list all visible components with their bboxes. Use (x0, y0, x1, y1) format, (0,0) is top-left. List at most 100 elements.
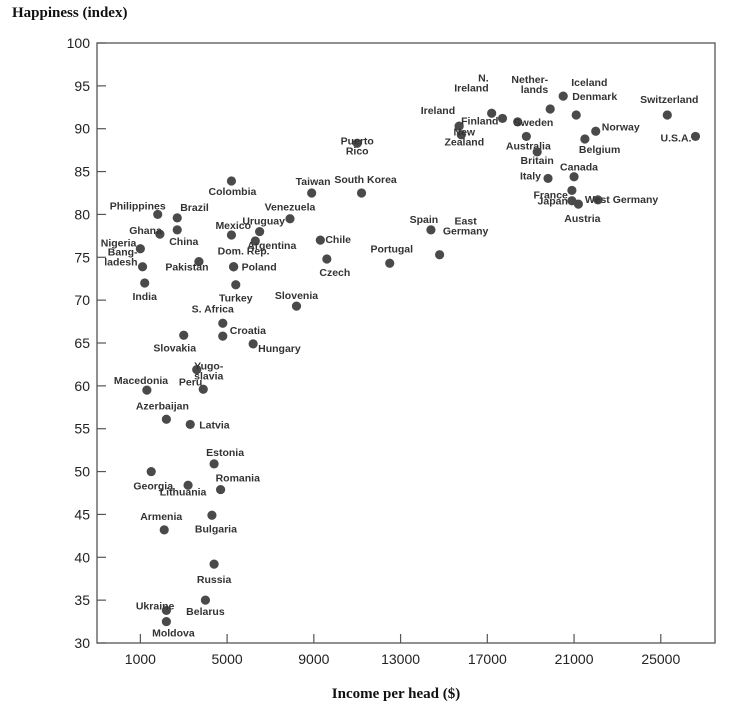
data-point (226, 176, 237, 186)
data-point (161, 605, 171, 616)
point-label: Macedonia (114, 375, 168, 387)
point-label: Uruguay (242, 216, 285, 228)
data-point (543, 173, 553, 184)
x-tick-label: 25000 (641, 651, 680, 667)
data-point (435, 250, 445, 260)
data-point (573, 199, 583, 209)
data-point (179, 330, 189, 340)
data-point (194, 256, 204, 267)
y-tick-label: 65 (74, 335, 90, 351)
data-point (192, 364, 202, 375)
data-point (209, 459, 219, 469)
data-point (322, 254, 332, 264)
data-point (456, 130, 466, 140)
data-points: Iceland N. Ireland Nether-lands Denmark Switz… (101, 72, 701, 640)
point-label: Lithuania (160, 486, 207, 498)
point-label: Romania (216, 473, 261, 485)
data-point (161, 414, 171, 424)
point-label: Puerto Rico (341, 135, 374, 157)
point-label: Taiwan (296, 176, 331, 188)
point-label: Georgia (133, 481, 173, 493)
data-point (155, 229, 165, 239)
point-label: Ghana (129, 225, 162, 237)
data-point (198, 384, 208, 394)
data-point (521, 131, 531, 142)
y-tick-label: 60 (74, 378, 90, 394)
point-label: China (169, 236, 198, 248)
point-label: Poland (242, 262, 277, 274)
point-label: Estonia (206, 447, 244, 459)
x-tick-label: 9000 (298, 651, 329, 667)
data-point (142, 385, 152, 395)
point-label: Sweden (514, 117, 554, 129)
point-label: Japan (538, 196, 568, 208)
point-label: Argentina (247, 240, 296, 252)
point-label: S. Africa (192, 303, 234, 315)
point-label: South Korea (334, 174, 397, 186)
data-point (356, 188, 367, 198)
x-tick-label: 1000 (125, 651, 156, 667)
data-point (532, 147, 542, 157)
data-point (183, 480, 193, 490)
data-point (593, 195, 603, 205)
point-label: Slovenia (275, 290, 318, 302)
point-label: Italy (520, 170, 541, 182)
x-tick-label: 21000 (555, 651, 594, 667)
y-tick-label: 50 (74, 464, 90, 480)
point-label: Mexico (215, 220, 251, 232)
data-point (307, 188, 317, 198)
point-label: Russia (197, 574, 232, 586)
point-label: East Germany (443, 216, 489, 238)
data-point (226, 230, 237, 240)
data-point (140, 278, 150, 288)
data-point (200, 595, 211, 605)
point-label: N. Ireland (454, 72, 489, 94)
point-label: New Zealand (444, 127, 484, 149)
data-point (487, 108, 497, 118)
point-label: Peru (179, 376, 202, 388)
y-tick-label: 70 (74, 292, 90, 308)
point-label: Switzerland (640, 94, 698, 106)
data-point (591, 126, 601, 136)
x-tick-label: 17000 (468, 651, 507, 667)
y-tick-label: 95 (74, 78, 90, 94)
data-point (172, 225, 182, 235)
point-label: Bulgaria (195, 523, 237, 535)
data-point (497, 113, 508, 124)
y-tick-label: 100 (67, 35, 91, 51)
point-label: Portugal (370, 243, 413, 255)
point-label: Norway (602, 121, 640, 133)
point-label: Turkey (219, 293, 253, 305)
point-label: Brazil (180, 202, 209, 214)
y-tick-label: 75 (74, 249, 90, 265)
point-label: Australia (506, 140, 551, 152)
data-point (662, 110, 672, 120)
point-label: Denmark (572, 91, 617, 103)
data-point (385, 258, 395, 268)
y-tick-label: 35 (74, 592, 90, 608)
data-point (285, 214, 295, 224)
point-label: Iceland (571, 77, 607, 89)
point-label: Belgium (579, 144, 620, 156)
y-tick-label: 45 (74, 506, 90, 522)
data-point (172, 213, 182, 223)
y-tick-label: 90 (74, 121, 90, 137)
x-axis: 1000 5000 9000 13000 17000 21000 25000 (125, 634, 680, 667)
point-label: Yugo-slavia (194, 361, 224, 383)
data-point (315, 235, 325, 245)
data-point (218, 331, 228, 341)
data-point (255, 226, 265, 237)
point-label: Spain (410, 214, 439, 226)
data-point (250, 236, 260, 246)
data-point (209, 559, 219, 569)
point-label: Ukraine (136, 600, 175, 612)
data-point (161, 616, 171, 627)
data-point (159, 525, 169, 535)
point-label: Croatia (230, 325, 266, 337)
data-point (569, 172, 579, 182)
y-tick-label: 80 (74, 206, 90, 222)
point-label: West Germany (585, 194, 658, 206)
data-point (580, 134, 590, 144)
point-label: Nigeria (101, 238, 137, 250)
point-label: Belarus (186, 606, 225, 618)
